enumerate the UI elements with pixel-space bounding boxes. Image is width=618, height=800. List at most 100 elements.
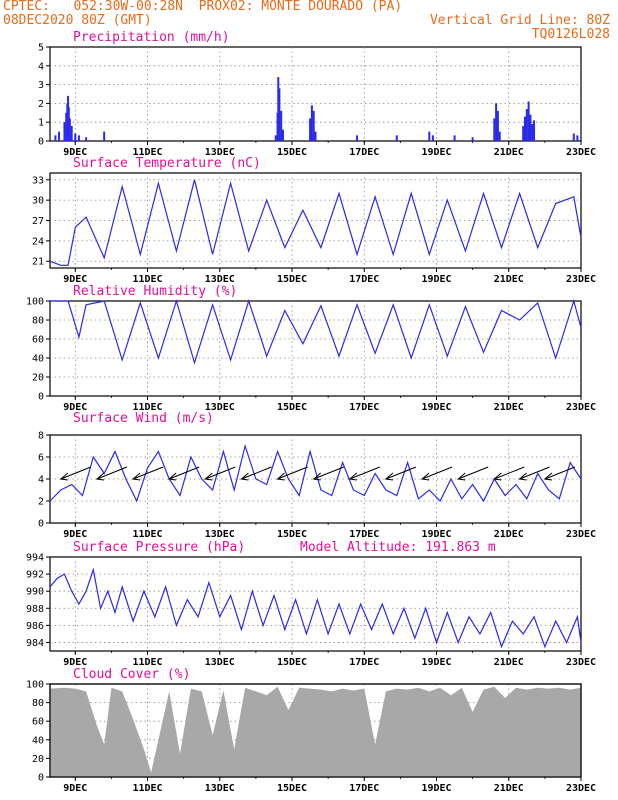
panel-0-frame bbox=[49, 46, 582, 142]
panel-0-ytick-label: 3 bbox=[38, 80, 44, 91]
panel-3-xtick-label: 9DEC bbox=[63, 529, 87, 540]
panel-5-xtick-label: 11DEC bbox=[132, 783, 162, 794]
cloud-cover-area bbox=[50, 686, 581, 777]
panel-5-xtick-label: 15DEC bbox=[277, 783, 307, 794]
panel-2-xtick-label: 19DEC bbox=[421, 402, 451, 413]
panel-0-ytick-label: 0 bbox=[38, 137, 44, 148]
precip-bar bbox=[63, 122, 66, 141]
panel-1-xtick-label: 15DEC bbox=[277, 274, 307, 285]
precip-bar bbox=[395, 135, 398, 141]
panel-3-ytick-label: 0 bbox=[38, 519, 44, 530]
panel-4-ytick-label: 992 bbox=[26, 570, 44, 581]
precip-bar bbox=[525, 109, 528, 141]
wind-arrow bbox=[544, 466, 576, 480]
panel-5-title: Cloud Cover (%) bbox=[73, 667, 190, 682]
panel-4-frame bbox=[49, 556, 582, 652]
wind-arrow bbox=[132, 466, 164, 480]
panel-4-xtick-label: 21DEC bbox=[494, 657, 524, 668]
precip-bar bbox=[274, 135, 277, 141]
panel-3-xtick-label: 23DEC bbox=[566, 529, 596, 540]
wind-arrow-head bbox=[493, 472, 502, 481]
panel-0-ytick-label: 5 bbox=[38, 43, 44, 54]
header-line-1: CPTEC: 052:30W-00:28N PROX02: MONTE DOUR… bbox=[3, 0, 403, 14]
wind-arrow-head bbox=[276, 472, 285, 481]
wind-arrow-head bbox=[168, 472, 177, 481]
panel-1-xtick-label: 23DEC bbox=[566, 274, 596, 285]
panel-4-ytick-label: 986 bbox=[26, 621, 44, 632]
wind-arrow-head bbox=[543, 472, 553, 481]
panel-4-xtick-label: 11DEC bbox=[132, 657, 162, 668]
panel-5-ytick-label: 100 bbox=[26, 680, 44, 691]
wind-arrow-head bbox=[204, 472, 213, 481]
panel-2-ytick-label: 20 bbox=[32, 373, 44, 384]
panel-5-ytick-label: 0 bbox=[38, 773, 44, 784]
panel-1-ytick-label: 30 bbox=[32, 196, 44, 207]
wind-arrow bbox=[385, 466, 417, 480]
panel-0-xtick-label: 17DEC bbox=[349, 147, 379, 158]
panel-4-xtick-label: 13DEC bbox=[205, 657, 235, 668]
panel-1-ytick-label: 21 bbox=[32, 257, 44, 268]
panel-2-title: Relative Humidity (%) bbox=[73, 284, 237, 299]
panel-3-xtick-label: 15DEC bbox=[277, 529, 307, 540]
panel-3-title: Surface Wind (m/s) bbox=[73, 411, 214, 426]
panel-2-series-line bbox=[50, 298, 582, 365]
precip-bar bbox=[496, 110, 499, 141]
panel-0-xtick-label: 23DEC bbox=[566, 147, 596, 158]
panel-2-xtick-label: 21DEC bbox=[494, 402, 524, 413]
wind-arrow-head bbox=[348, 472, 358, 481]
wind-arrow bbox=[494, 466, 525, 480]
panel-2-xtick-label: 13DEC bbox=[205, 402, 235, 413]
panel-0-ytick-label: 1 bbox=[38, 118, 44, 129]
panel-5-ytick-label: 80 bbox=[32, 698, 44, 709]
panel-2-frame bbox=[49, 300, 582, 397]
panel-1-ytick-label: 24 bbox=[32, 236, 44, 247]
wind-arrow-head bbox=[312, 472, 322, 481]
precip-bar bbox=[54, 135, 57, 141]
panel-4-xtick-label: 19DEC bbox=[421, 657, 451, 668]
precip-bar bbox=[356, 135, 359, 141]
panel-3-ytick-label: 6 bbox=[38, 453, 44, 464]
precip-bar bbox=[280, 110, 283, 141]
precip-bar bbox=[529, 114, 532, 141]
panel-1-xtick-label: 19DEC bbox=[421, 274, 451, 285]
precip-bar bbox=[522, 125, 525, 141]
panel-0-xtick-label: 11DEC bbox=[132, 147, 162, 158]
precip-bar bbox=[498, 131, 501, 141]
wind-arrow bbox=[205, 466, 236, 480]
panel-3-ytick-label: 8 bbox=[38, 431, 44, 442]
panel-2-xtick-label: 23DEC bbox=[566, 402, 596, 413]
wind-arrow-head bbox=[59, 472, 69, 481]
panel-5-xtick-label: 17DEC bbox=[349, 783, 379, 794]
precip-bar bbox=[58, 131, 61, 141]
panel-3-xtick-label: 11DEC bbox=[132, 529, 162, 540]
wind-arrow bbox=[169, 466, 200, 480]
precip-bar bbox=[527, 101, 530, 141]
precip-bar bbox=[67, 107, 70, 141]
panel-4-series-line bbox=[49, 567, 582, 649]
precip-bar bbox=[85, 137, 88, 141]
panel-0-ytick-label: 4 bbox=[38, 61, 44, 72]
precip-bar bbox=[533, 120, 536, 141]
panel-4-title: Surface Pressure (hPa) bbox=[73, 540, 245, 555]
wind-arrow-head bbox=[240, 472, 249, 481]
panel-5-xtick-label: 23DEC bbox=[566, 783, 596, 794]
precip-bar bbox=[70, 125, 73, 141]
panel-2-ytick-label: 60 bbox=[32, 335, 44, 346]
panel-2-ytick-label: 80 bbox=[32, 316, 44, 327]
precip-bar bbox=[471, 137, 474, 141]
wind-arrow-head bbox=[131, 472, 141, 481]
precip-bar bbox=[310, 105, 313, 141]
precip-bar bbox=[431, 135, 434, 141]
panel-1-xtick-label: 17DEC bbox=[349, 274, 379, 285]
precip-bar bbox=[314, 131, 317, 141]
panel-1-xtick-label: 11DEC bbox=[132, 274, 162, 285]
precip-bar bbox=[493, 118, 496, 141]
panel-4-ytick-label: 994 bbox=[26, 553, 44, 564]
precip-bar bbox=[68, 118, 71, 141]
panel-5-xtick-label: 13DEC bbox=[205, 783, 235, 794]
panel-4-annotation: Model Altitude: 191.863 m bbox=[300, 540, 496, 555]
panel-0-xtick-label: 15DEC bbox=[277, 147, 307, 158]
precip-bar bbox=[576, 135, 579, 141]
header-grid-note: Vertical Grid Line: 80Z bbox=[429, 13, 610, 28]
panel-3-xtick-label: 19DEC bbox=[421, 529, 451, 540]
